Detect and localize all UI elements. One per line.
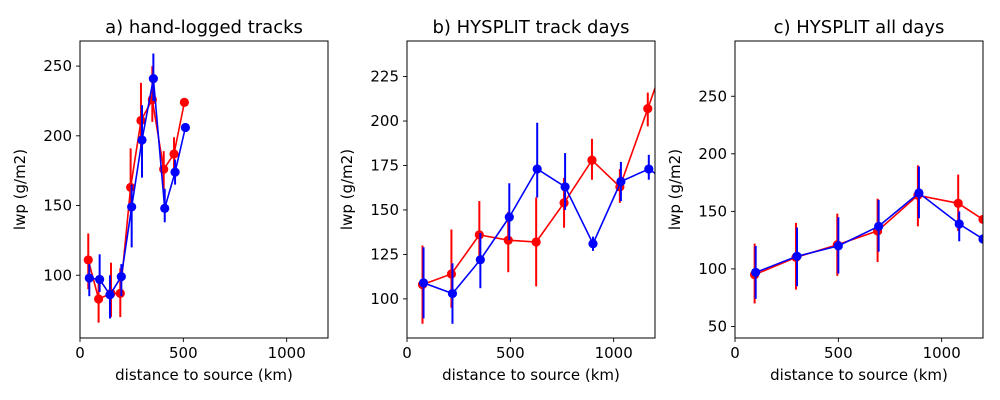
- chart-title: c) HYSPLIT all days: [774, 17, 945, 38]
- y-tick-label: 225: [370, 68, 399, 86]
- chart-title: a) hand-logged tracks: [105, 17, 303, 38]
- red-data-point: [587, 155, 597, 165]
- blue-data-point: [84, 273, 94, 283]
- x-tick-label: 0: [730, 344, 740, 362]
- blue-data-point: [874, 221, 884, 231]
- plot-area: [417, 74, 655, 324]
- blue-series-line: [89, 78, 187, 297]
- blue-data-point: [116, 272, 126, 282]
- blue-data-point: [954, 219, 964, 229]
- panel-b: b) HYSPLIT track days distance to source …: [338, 17, 656, 384]
- blue-data-point: [751, 267, 761, 277]
- blue-data-point: [588, 239, 598, 249]
- x-tick-label: 1000: [268, 344, 306, 362]
- blue-data-point: [978, 234, 983, 244]
- y-tick-label: 150: [370, 201, 399, 219]
- y-tick-label: 175: [370, 156, 399, 174]
- y-tick-label: 200: [698, 145, 727, 163]
- y-tick-label: 100: [698, 260, 727, 278]
- red-data-point: [126, 182, 136, 193]
- blue-data-point: [95, 274, 105, 285]
- red-data-point: [179, 97, 189, 107]
- blue-data-point: [160, 203, 170, 213]
- y-tick-label: 250: [698, 87, 727, 105]
- blue-data-point: [654, 174, 655, 179]
- x-axis-label: distance to source (km): [770, 366, 948, 384]
- blue-data-point: [137, 135, 147, 145]
- y-tick-label: 100: [43, 266, 72, 284]
- axes-frame: [79, 40, 329, 339]
- red-data-point: [643, 103, 653, 114]
- y-tick-label: 100: [370, 290, 399, 308]
- axes-frame: [406, 40, 656, 339]
- panel-c: c) HYSPLIT all days distance to source (k…: [666, 17, 984, 384]
- red-data-point: [83, 255, 93, 265]
- blue-series-line: [423, 167, 655, 295]
- axes-frame: [734, 40, 984, 339]
- blue-data-point: [560, 182, 570, 192]
- y-tick-label: 150: [43, 197, 72, 215]
- red-data-point: [953, 198, 963, 208]
- blue-data-point: [148, 74, 158, 84]
- x-tick-label: 500: [496, 344, 525, 362]
- blue-data-point: [475, 255, 485, 265]
- x-tick-label: 0: [75, 344, 85, 362]
- x-tick-label: 1000: [923, 344, 961, 362]
- red-data-point: [531, 237, 541, 247]
- blue-data-point: [833, 241, 843, 251]
- red-data-point: [654, 74, 655, 79]
- panel-a: a) hand-logged tracks distance to source …: [11, 17, 329, 384]
- red-data-point: [474, 230, 484, 240]
- y-axis-label: lwp (g/m2): [11, 149, 29, 230]
- chart-title: b) HYSPLIT track days: [432, 17, 629, 38]
- blue-data-point: [418, 278, 429, 288]
- blue-data-point: [914, 188, 924, 198]
- blue-data-point: [504, 212, 514, 222]
- y-tick-label: 50: [708, 317, 727, 335]
- red-data-point: [559, 198, 569, 208]
- red-data-point: [503, 235, 513, 245]
- y-axis-label: lwp (g/m2): [338, 149, 356, 230]
- red-data-point: [94, 294, 104, 304]
- plot-area: [750, 165, 983, 304]
- blue-data-point: [792, 251, 802, 261]
- y-tick-label: 200: [43, 127, 72, 145]
- x-tick-label: 0: [402, 344, 412, 362]
- x-axis-label: distance to source (km): [442, 366, 620, 384]
- red-series-line: [87, 97, 186, 301]
- blue-data-point: [170, 167, 180, 177]
- blue-data-point: [447, 288, 458, 299]
- blue-data-point: [644, 164, 654, 174]
- x-tick-label: 1000: [595, 344, 633, 362]
- red-data-point: [446, 269, 457, 279]
- blue-data-point: [532, 164, 542, 174]
- y-tick-label: 200: [370, 112, 399, 130]
- red-data-point: [978, 214, 983, 225]
- x-axis-label: distance to source (km): [115, 366, 293, 384]
- y-tick-label: 250: [43, 57, 72, 75]
- blue-data-point: [127, 202, 137, 212]
- x-tick-label: 500: [169, 344, 198, 362]
- y-axis-label: lwp (g/m2): [666, 149, 684, 230]
- red-data-point: [169, 149, 179, 159]
- blue-data-point: [180, 122, 190, 133]
- blue-data-point: [105, 290, 115, 300]
- y-tick-label: 125: [370, 245, 399, 263]
- x-tick-label: 500: [824, 344, 853, 362]
- red-data-point: [136, 115, 146, 126]
- red-series-line: [422, 85, 655, 286]
- red-series-line: [754, 194, 983, 276]
- red-data-point: [115, 288, 125, 298]
- blue-data-point: [616, 176, 626, 187]
- plot-area: [83, 53, 190, 323]
- y-tick-label: 150: [698, 202, 727, 220]
